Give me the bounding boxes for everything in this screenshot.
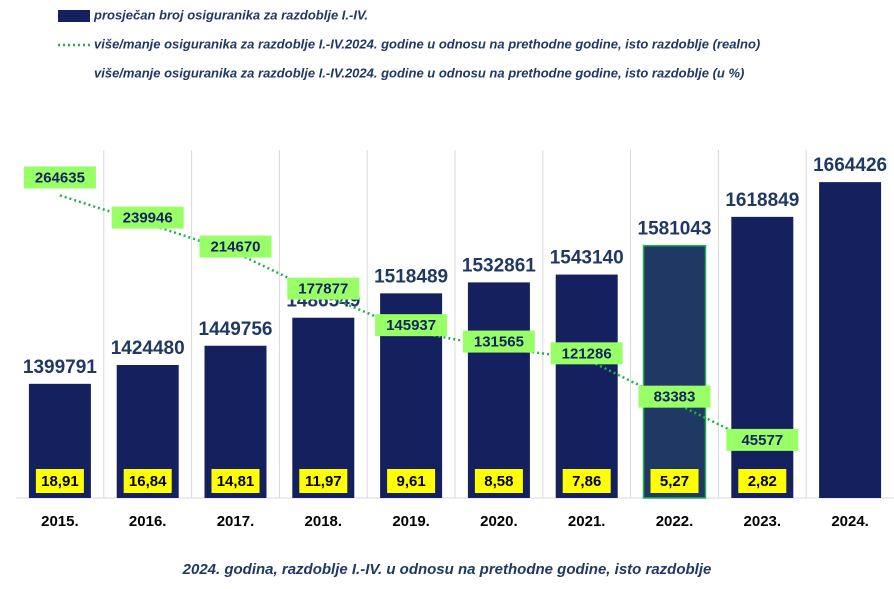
bar [731, 216, 794, 498]
line-value-label: 264635 [35, 169, 85, 186]
pct-value-label: 14,81 [217, 473, 255, 490]
line-value-label: 45577 [741, 432, 783, 449]
line-label-box [23, 166, 96, 189]
x-tick-label: 2022. [656, 513, 694, 530]
legend-label: prosječan broj osiguranika za razdoblje … [93, 7, 368, 22]
x-tick-label: 2015. [41, 513, 79, 530]
pct-label-box [650, 469, 699, 493]
x-tick-label: 2021. [568, 513, 606, 530]
legend-label: više/manje osiguranika za razdoblje I.-I… [94, 65, 744, 80]
pct-value-label: 11,97 [305, 473, 342, 490]
x-tick-label: 2020. [480, 513, 518, 530]
bar [555, 274, 618, 498]
line-label-box [375, 314, 448, 337]
line-label-box [638, 385, 711, 408]
pct-value-label: 5,27 [660, 473, 689, 490]
line-value-label: 145937 [386, 317, 436, 334]
pct-value-label: 8,58 [484, 473, 513, 490]
pct-label-box [35, 469, 84, 493]
bar-value-label: 1518489 [374, 266, 448, 287]
bar [819, 182, 882, 498]
pct-label-box [562, 469, 611, 493]
pct-value-label: 16,84 [129, 473, 167, 490]
line-value-label: 83383 [654, 389, 696, 406]
pct-value-label: 2,82 [748, 473, 777, 490]
x-tick-label: 2023. [744, 513, 782, 530]
line-value-label: 121286 [562, 345, 612, 362]
bar [642, 244, 707, 499]
pct-value-label: 9,61 [396, 473, 425, 490]
line-label-box [111, 206, 184, 229]
bar-value-label: 1618849 [725, 190, 799, 211]
legend-swatch-bar [58, 10, 90, 22]
x-tick-label: 2019. [392, 513, 430, 530]
line-label-box [726, 428, 799, 451]
bar-value-label: 1543140 [550, 248, 624, 269]
pct-value-label: 7,86 [572, 473, 601, 490]
x-tick-label: 2016. [129, 513, 167, 530]
line-label-box [550, 342, 623, 365]
line-value-label: 131565 [474, 334, 524, 351]
bar-value-label: 1664426 [813, 155, 887, 176]
bar-value-label: 1532861 [462, 255, 536, 276]
bar-value-label: 1424480 [111, 338, 185, 359]
bar-value-label: 1399791 [23, 357, 97, 378]
bar-value-label: 1449756 [199, 319, 273, 340]
bar [292, 317, 355, 498]
bar [467, 282, 530, 498]
x-tick-label: 2018. [305, 513, 343, 530]
line-label-box [462, 330, 535, 353]
line-label-box [287, 277, 360, 300]
pct-label-box [474, 469, 523, 493]
line-value-label: 177877 [298, 281, 348, 298]
pct-label-box [299, 469, 348, 493]
legend-label: više/manje osiguranika za razdoblje I.-I… [94, 36, 760, 51]
line-label-box [199, 235, 272, 258]
pct-label-box [387, 469, 436, 493]
line-value-label: 239946 [123, 210, 173, 227]
pct-label-box [211, 469, 260, 493]
pct-label-box [738, 469, 787, 493]
x-tick-label: 2024. [831, 513, 869, 530]
bar-value-label: 1581043 [638, 219, 712, 240]
pct-label-box [123, 469, 172, 493]
pct-value-label: 18,91 [41, 473, 79, 490]
x-tick-label: 2017. [217, 513, 255, 530]
line-value-label: 214670 [210, 239, 260, 256]
x-axis-label: 2024. godina, razdoblje I.-IV. u odnosu … [182, 561, 712, 578]
